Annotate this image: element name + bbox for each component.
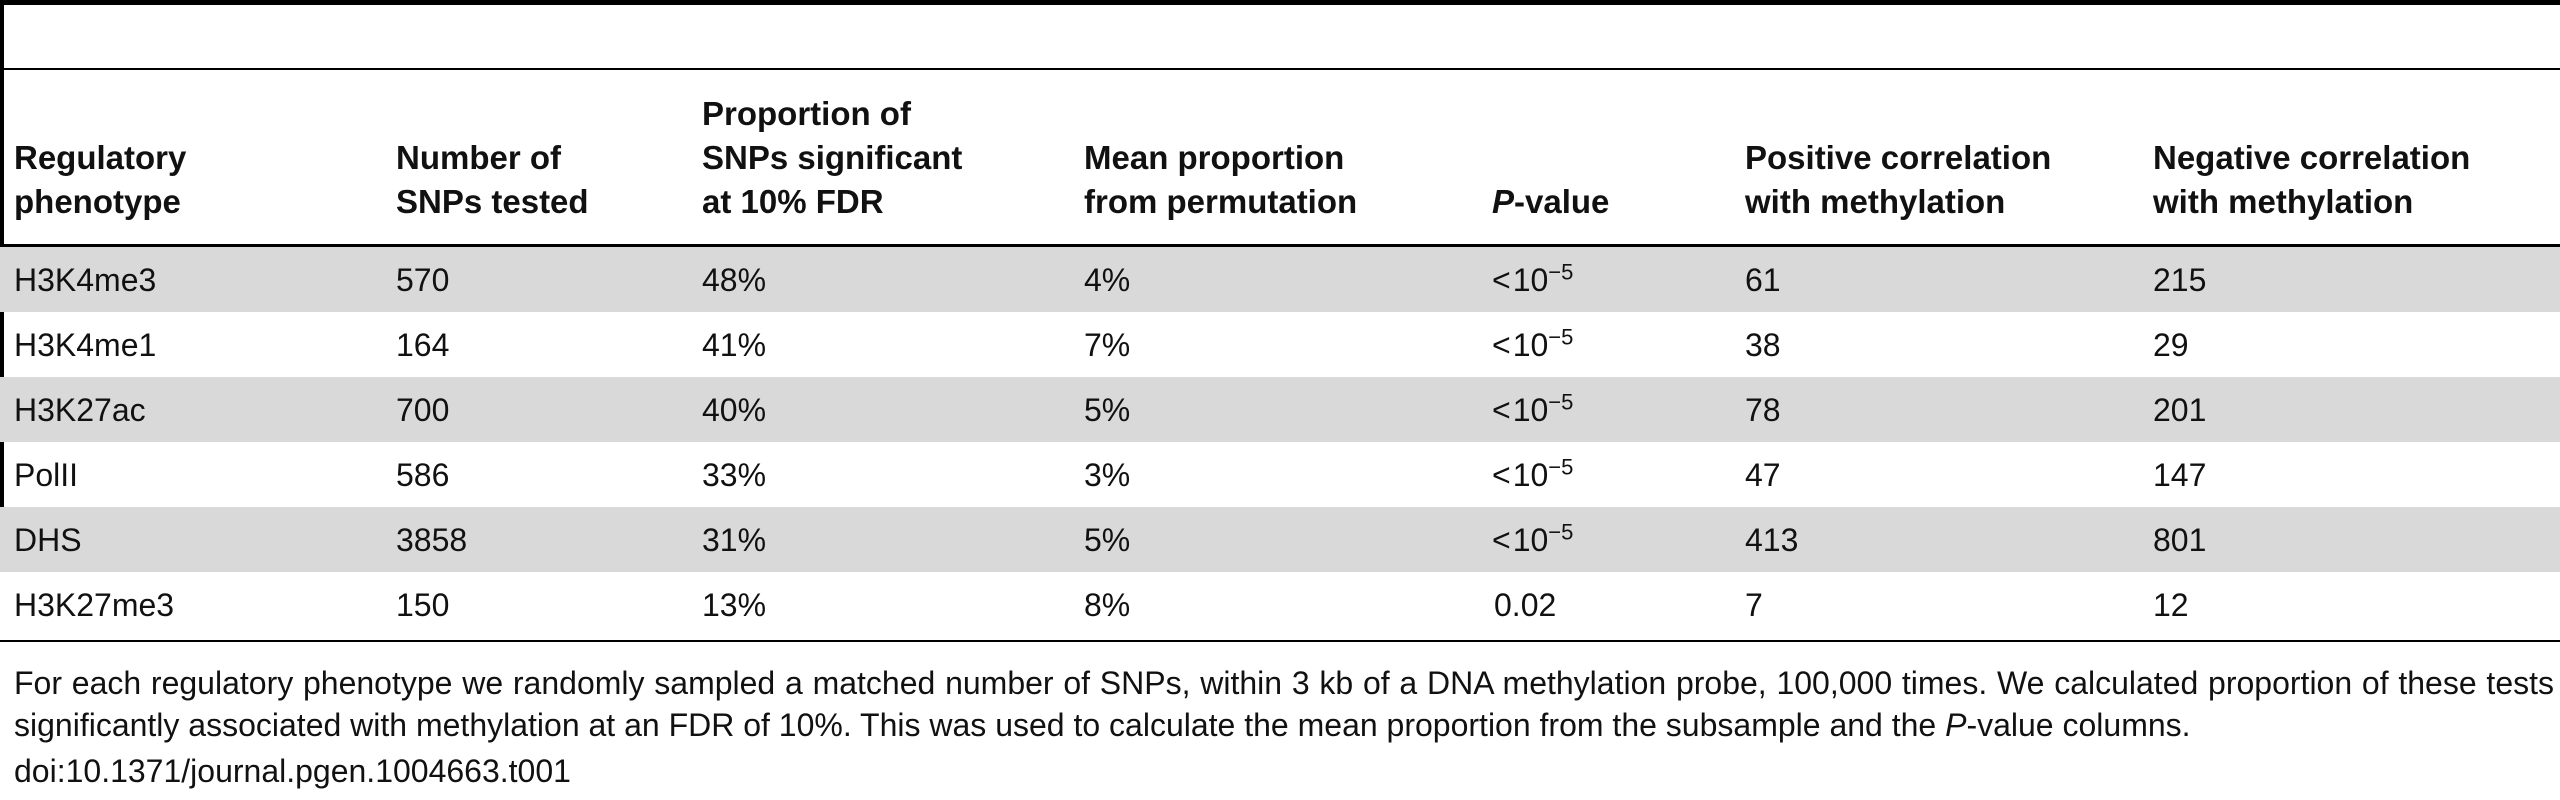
table-row: DHS 3858 31% 5% <10−5 413 801 xyxy=(0,507,2560,572)
header-regulatory-phenotype: Regulatory phenotype xyxy=(14,139,187,220)
cell-positive-correlation: 61 xyxy=(1745,261,1781,298)
header-positive-correlation: Positive correlation with methylation xyxy=(1745,139,2052,220)
table-row: H3K4me3 570 48% 4% <10−5 61 215 xyxy=(0,247,2560,312)
cell-negative-correlation: 29 xyxy=(2153,326,2189,363)
header-proportion-significant: Proportion of SNPs significant at 10% FD… xyxy=(702,95,963,220)
cell-phenotype: PolII xyxy=(14,456,79,493)
cell-mean-proportion: 5% xyxy=(1084,391,1131,428)
header-mean-proportion: Mean proportion from permutation xyxy=(1084,139,1358,220)
table-row: PolII 586 33% 3% <10−5 47 147 xyxy=(0,442,2560,507)
cell-p-value: <10−5 xyxy=(1492,388,1574,428)
cell-snps-tested: 586 xyxy=(396,456,450,493)
cell-proportion: 40% xyxy=(702,391,767,428)
header-p-value: P-value xyxy=(1492,90,1609,224)
cell-proportion: 31% xyxy=(702,521,767,558)
cell-proportion: 33% xyxy=(702,456,767,493)
cell-mean-proportion: 8% xyxy=(1084,586,1131,623)
doi-link[interactable]: doi:10.1371/journal.pgen.1004663.t001 xyxy=(14,753,571,789)
cell-positive-correlation: 7 xyxy=(1745,586,1763,623)
cell-proportion: 41% xyxy=(702,326,767,363)
header-negative-correlation: Negative correlation with methylation xyxy=(2153,139,2471,220)
cell-p-value: <10−5 xyxy=(1492,258,1574,298)
footnote-italic-p: P xyxy=(1945,707,1967,743)
cell-snps-tested: 700 xyxy=(396,391,450,428)
cell-p-value: <10−5 xyxy=(1492,453,1574,493)
cell-phenotype: H3K27ac xyxy=(14,391,146,428)
header-p-italic: P xyxy=(1492,183,1515,220)
cell-proportion: 48% xyxy=(702,261,767,298)
header-bottom-rule xyxy=(0,244,2560,247)
cell-mean-proportion: 4% xyxy=(1084,261,1131,298)
cell-phenotype: H3K4me3 xyxy=(14,261,157,298)
cell-snps-tested: 164 xyxy=(396,326,450,363)
cell-phenotype: DHS xyxy=(14,521,82,558)
cell-negative-correlation: 147 xyxy=(2153,456,2207,493)
cell-p-value: <10−5 xyxy=(1492,323,1574,363)
cell-p-value: <10−5 xyxy=(1492,518,1574,558)
cell-positive-correlation: 413 xyxy=(1745,521,1799,558)
header-p-rest: -value xyxy=(1514,183,1610,220)
cell-negative-correlation: 801 xyxy=(2153,521,2207,558)
cell-mean-proportion: 7% xyxy=(1084,326,1131,363)
cell-negative-correlation: 12 xyxy=(2153,586,2189,623)
footnote-text-end: -value columns. xyxy=(1966,707,2191,743)
table-bottom-rule xyxy=(0,640,2560,642)
header-number-of-snps: Number of SNPs tested xyxy=(396,139,589,220)
cell-snps-tested: 570 xyxy=(396,261,450,298)
cell-phenotype: H3K27me3 xyxy=(14,586,175,623)
table-footnote: For each regulatory phenotype we randoml… xyxy=(14,662,2554,746)
cell-negative-correlation: 215 xyxy=(2153,261,2207,298)
cell-negative-correlation: 201 xyxy=(2153,391,2207,428)
cell-p-value: 0.02 xyxy=(1494,586,1557,623)
top-rule xyxy=(0,0,2560,5)
cell-positive-correlation: 38 xyxy=(1745,326,1781,363)
table-row: H3K27ac 700 40% 5% <10−5 78 201 xyxy=(0,377,2560,442)
cell-phenotype: H3K4me1 xyxy=(14,326,157,363)
cell-snps-tested: 3858 xyxy=(396,521,468,558)
cell-proportion: 13% xyxy=(702,586,767,623)
header-top-rule xyxy=(0,68,2560,70)
footnote-text: For each regulatory phenotype we randoml… xyxy=(14,665,2554,743)
cell-mean-proportion: 3% xyxy=(1084,456,1131,493)
cell-positive-correlation: 78 xyxy=(1745,391,1781,428)
cell-mean-proportion: 5% xyxy=(1084,521,1131,558)
cell-snps-tested: 150 xyxy=(396,586,450,623)
cell-positive-correlation: 47 xyxy=(1745,456,1781,493)
table-row: H3K4me1 164 41% 7% <10−5 38 29 xyxy=(0,312,2560,377)
table-row: H3K27me3 150 13% 8% 0.02 7 12 xyxy=(0,572,2560,637)
